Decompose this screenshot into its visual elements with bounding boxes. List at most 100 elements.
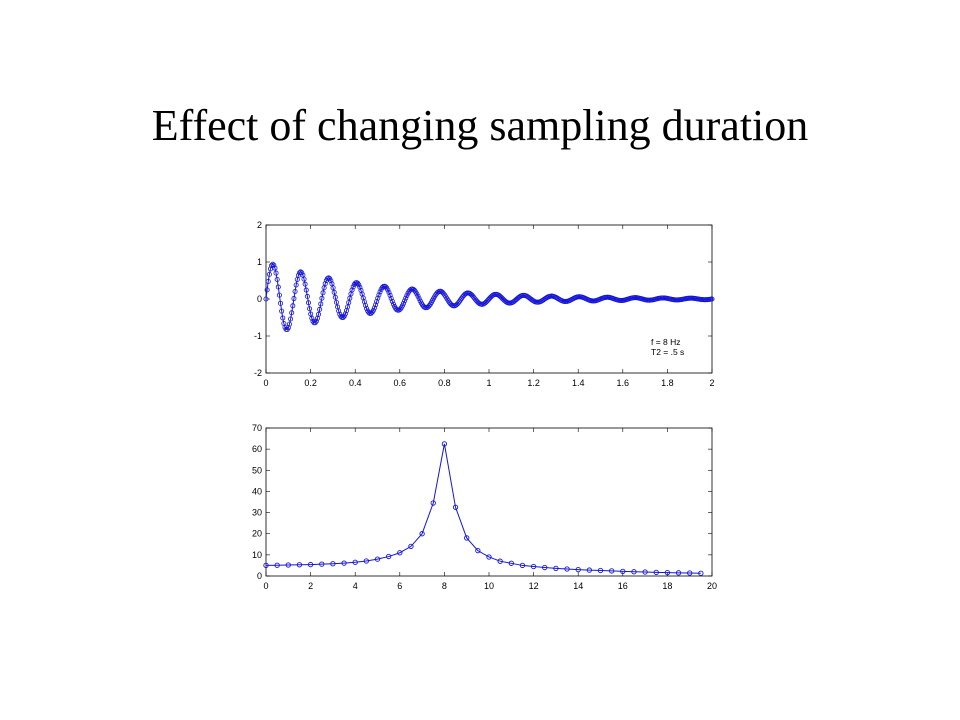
top-data-point: [320, 290, 326, 296]
top-xtick-label: 0.6: [394, 378, 407, 388]
bottom-data-point: [419, 531, 425, 537]
top-xtick-label: 1.4: [572, 378, 585, 388]
bottom-data-point: [475, 547, 481, 554]
top-data-point: [357, 284, 363, 290]
bottom-data-point: [542, 564, 548, 571]
top-data-point: [299, 270, 305, 276]
top-data-point: [278, 300, 284, 306]
bottom-xtick-label: 20: [707, 581, 717, 591]
bottom-data-point: [575, 567, 581, 573]
bottom-data-point: [330, 561, 336, 567]
top-ytick-label: 0: [257, 294, 262, 304]
top-data-point: [273, 270, 279, 276]
top-data-point: [346, 300, 352, 306]
top-ytick-label: -1: [254, 331, 262, 341]
top-data-point: [304, 293, 310, 299]
bottom-ytick-label: 40: [252, 486, 262, 496]
top-data-point: [403, 295, 409, 301]
bottom-xtick-label: 6: [397, 581, 402, 591]
bottom-ytick-label: 0: [257, 571, 262, 581]
top-data-point: [302, 281, 308, 287]
top-data-point: [272, 265, 278, 271]
bottom-data-point: [642, 569, 648, 575]
top-data-point: [415, 293, 421, 299]
top-data-point: [385, 287, 391, 293]
top-data-point: [288, 316, 294, 322]
top-data-point: [318, 301, 324, 307]
top-data-point: [309, 315, 315, 321]
bottom-data-point: [430, 500, 436, 506]
top-data-point: [377, 289, 383, 295]
top-xtick-label: 0.2: [304, 378, 317, 388]
top-data-point: [404, 293, 410, 299]
bottom-ytick-label: 30: [252, 508, 262, 518]
bottom-data-point: [341, 560, 347, 566]
top-data-point: [350, 284, 356, 290]
bottom-data-point: [597, 567, 604, 574]
top-data-point: [397, 306, 403, 312]
top-data-point: [303, 287, 309, 293]
top-xtick-label: 1: [486, 378, 491, 388]
bottom-xtick-label: 4: [353, 581, 358, 591]
top-annotation: T2 = .5 s: [651, 347, 684, 357]
bottom-data-point: [609, 568, 615, 574]
top-xtick-label: 0: [263, 378, 268, 388]
top-annotation: f = 8 Hz: [651, 337, 681, 347]
top-data-point: [263, 296, 269, 302]
bottom-ytick-label: 10: [252, 550, 262, 560]
bottom-data-point: [530, 563, 537, 570]
top-data-point: [301, 276, 307, 282]
top-data-point: [402, 298, 408, 304]
bottom-data-point: [441, 441, 448, 447]
bottom-xtick-label: 0: [263, 581, 268, 591]
top-data-point: [313, 318, 319, 324]
top-data-point: [291, 296, 297, 302]
top-data-point: [370, 307, 376, 313]
top-data-point: [399, 303, 405, 309]
top-data-point: [316, 311, 322, 317]
top-xtick-label: 0.8: [438, 378, 451, 388]
slide-title: Effect of changing sampling duration: [151, 101, 809, 150]
top-data-point: [366, 310, 372, 316]
top-data-point: [364, 305, 370, 311]
bottom-data-point: [452, 504, 459, 510]
top-data-point: [416, 296, 422, 302]
top-data-point: [290, 303, 296, 309]
bottom-data-point: [307, 561, 314, 568]
top-data-point: [400, 300, 406, 306]
bottom-data-point: [296, 562, 303, 568]
bottom-data-point: [464, 535, 470, 541]
top-data-point: [298, 269, 304, 275]
bottom-data-point: [352, 559, 358, 565]
top-data-point: [266, 271, 272, 277]
top-data-point: [319, 295, 325, 301]
top-ytick-label: -2: [254, 368, 262, 378]
top-data-point: [390, 301, 396, 307]
top-data-point: [386, 289, 392, 295]
bottom-data-point: [374, 556, 381, 562]
bottom-data-point: [385, 553, 392, 560]
bottom-data-point: [508, 560, 514, 566]
top-xtick-label: 1.6: [617, 378, 630, 388]
top-data-point: [371, 305, 377, 311]
top-data-point: [280, 315, 286, 321]
top-data-point: [317, 306, 323, 312]
top-data-point: [322, 281, 328, 287]
top-data-point: [330, 285, 336, 291]
top-data-point: [297, 270, 303, 276]
bottom-xtick-label: 18: [662, 581, 672, 591]
top-data-point: [375, 295, 381, 301]
bottom-data-point: [319, 561, 325, 567]
bottom-data-point: [363, 558, 369, 564]
top-ytick-label: 2: [257, 220, 262, 230]
bottom-data-point: [687, 570, 693, 576]
top-data-point: [264, 287, 270, 293]
bottom-ytick-label: 50: [252, 465, 262, 475]
bottom-data-point: [274, 562, 280, 568]
top-data-point: [328, 278, 334, 284]
bottom-data-point: [486, 554, 492, 560]
bottom-data-point: [408, 543, 414, 550]
top-data-point: [286, 321, 292, 327]
